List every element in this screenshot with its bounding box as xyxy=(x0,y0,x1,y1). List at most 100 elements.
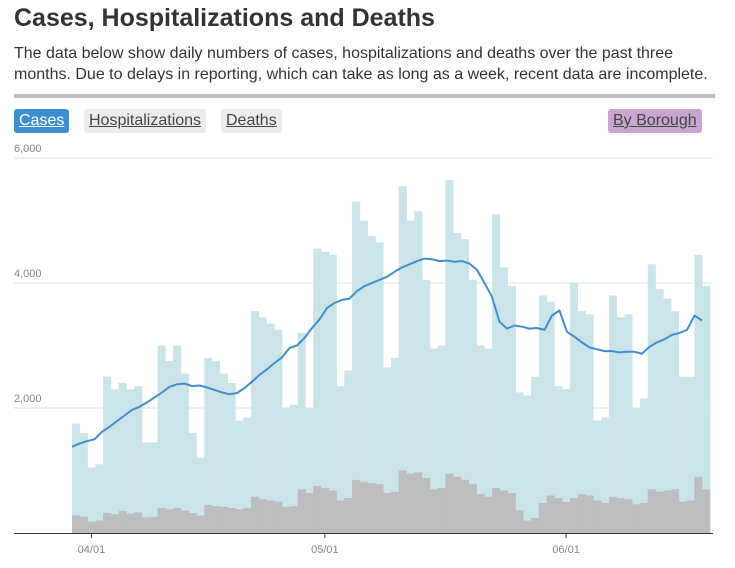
cases-bar xyxy=(429,348,438,533)
by-borough-button[interactable]: By Borough xyxy=(608,109,702,133)
cases-bar xyxy=(110,389,119,533)
cases-bar xyxy=(165,361,174,533)
cases-bar xyxy=(157,345,166,533)
hospitalizations-bar xyxy=(219,506,228,533)
cases-bar xyxy=(320,251,330,533)
hospitalizations-bar xyxy=(461,479,470,533)
tab-cases[interactable]: Cases xyxy=(14,109,70,133)
cases-bar xyxy=(212,361,221,533)
y-tick-label: 4,000 xyxy=(14,268,42,280)
cases-bar xyxy=(499,267,509,533)
hospitalizations-bar xyxy=(523,520,532,533)
hospitalizations-bar xyxy=(87,521,96,533)
cases-bar xyxy=(95,464,104,533)
hospitalizations-bar xyxy=(344,498,353,533)
hospitalizations-bar xyxy=(507,493,516,533)
cases-bar xyxy=(383,367,392,533)
cases-bar xyxy=(569,283,579,533)
hospitalizations-bar xyxy=(546,495,555,533)
hospitalizations-bar xyxy=(227,508,236,533)
hospitalizations-bar xyxy=(639,503,649,533)
cases-bar xyxy=(180,373,190,533)
hospitalizations-bar xyxy=(274,501,283,533)
cases-bar xyxy=(235,420,244,533)
y-tick-label: 6,000 xyxy=(14,143,42,155)
hospitalizations-bar xyxy=(515,510,524,533)
hospitalizations-bar xyxy=(554,498,563,533)
cases-bar xyxy=(671,311,680,533)
cases-bar xyxy=(538,295,547,533)
cases-bar xyxy=(422,279,431,533)
hospitalizations-bar xyxy=(243,508,252,533)
tab-hospitalizations[interactable]: Hospitalizations xyxy=(84,109,207,133)
cases-bar xyxy=(554,386,563,533)
x-tick-label: 06/01 xyxy=(552,544,580,556)
cases-bar xyxy=(274,329,283,533)
hospitalizations-bar xyxy=(79,516,88,533)
chart-description: The data below show daily numbers of cas… xyxy=(14,45,708,83)
hospitalizations-bar xyxy=(647,489,656,533)
x-tick-label: 04/01 xyxy=(78,544,106,556)
hospitalizations-bar xyxy=(398,470,407,533)
cases-bar xyxy=(414,211,423,533)
hospitalizations-bar xyxy=(142,517,151,533)
hospitalizations-bar xyxy=(375,484,384,533)
hospitalizations-bar xyxy=(437,488,446,533)
cases-bar xyxy=(476,345,485,533)
hospitalizations-bar xyxy=(678,501,687,533)
tab-deaths[interactable]: Deaths xyxy=(221,109,282,133)
hospitalizations-bar xyxy=(445,473,454,533)
hospitalizations-bar xyxy=(453,476,462,533)
cases-bar xyxy=(87,467,96,533)
hospitalizations-bar xyxy=(383,493,392,533)
hospitalizations-bar xyxy=(95,520,104,533)
cases-bar xyxy=(686,376,695,533)
cases-bar xyxy=(173,345,182,533)
cases-bar xyxy=(103,376,112,533)
hospitalizations-bar xyxy=(72,515,81,533)
hospitalizations-bar xyxy=(406,473,415,533)
cases-bar xyxy=(398,186,407,533)
hospitalizations-bar xyxy=(569,498,579,533)
hospitalizations-bar xyxy=(601,503,610,533)
hospitalizations-bar xyxy=(103,513,112,533)
cases-bar xyxy=(461,239,470,533)
hospitalizations-bar xyxy=(297,489,306,533)
hospitalizations-bar xyxy=(694,476,703,533)
cases-bar xyxy=(546,301,555,533)
cases-bar xyxy=(188,433,197,533)
cases-bar xyxy=(492,214,501,533)
hospitalizations-bar xyxy=(492,488,501,533)
cases-bar xyxy=(608,295,617,533)
cases-bar xyxy=(305,408,314,533)
hospitalizations-bar xyxy=(157,508,166,533)
cases-bar xyxy=(344,370,353,533)
hospitalizations-bar xyxy=(359,481,368,533)
hospitalizations-bar xyxy=(235,509,244,533)
hospitalizations-bar xyxy=(531,518,540,533)
hospitalizations-bar xyxy=(188,513,197,533)
cases-bar xyxy=(266,323,275,533)
hospitalizations-bar xyxy=(422,478,431,533)
hospitalizations-bar xyxy=(608,496,617,533)
cases-bar xyxy=(624,314,633,533)
cases-bar xyxy=(282,408,291,533)
cases-bar xyxy=(694,254,703,533)
cases-bar xyxy=(328,254,337,533)
cases-bar xyxy=(601,417,610,533)
cases-bar xyxy=(118,383,127,533)
cases-bar xyxy=(134,386,143,533)
cases-bar xyxy=(523,395,532,533)
hospitalizations-bar xyxy=(134,512,143,533)
cases-bar xyxy=(406,220,415,533)
hospitalizations-bar xyxy=(585,495,594,533)
cases-bar xyxy=(562,389,571,533)
cases-bar xyxy=(289,404,298,533)
hospitalizations-bar xyxy=(391,491,400,533)
cases-bar xyxy=(507,286,516,533)
page-title: Cases, Hospitalizations and Deaths xyxy=(14,4,435,32)
cases-bar xyxy=(250,311,260,533)
hospitalizations-bar xyxy=(624,499,633,533)
hospitalizations-bar xyxy=(313,486,322,533)
cases-bar xyxy=(655,289,664,533)
